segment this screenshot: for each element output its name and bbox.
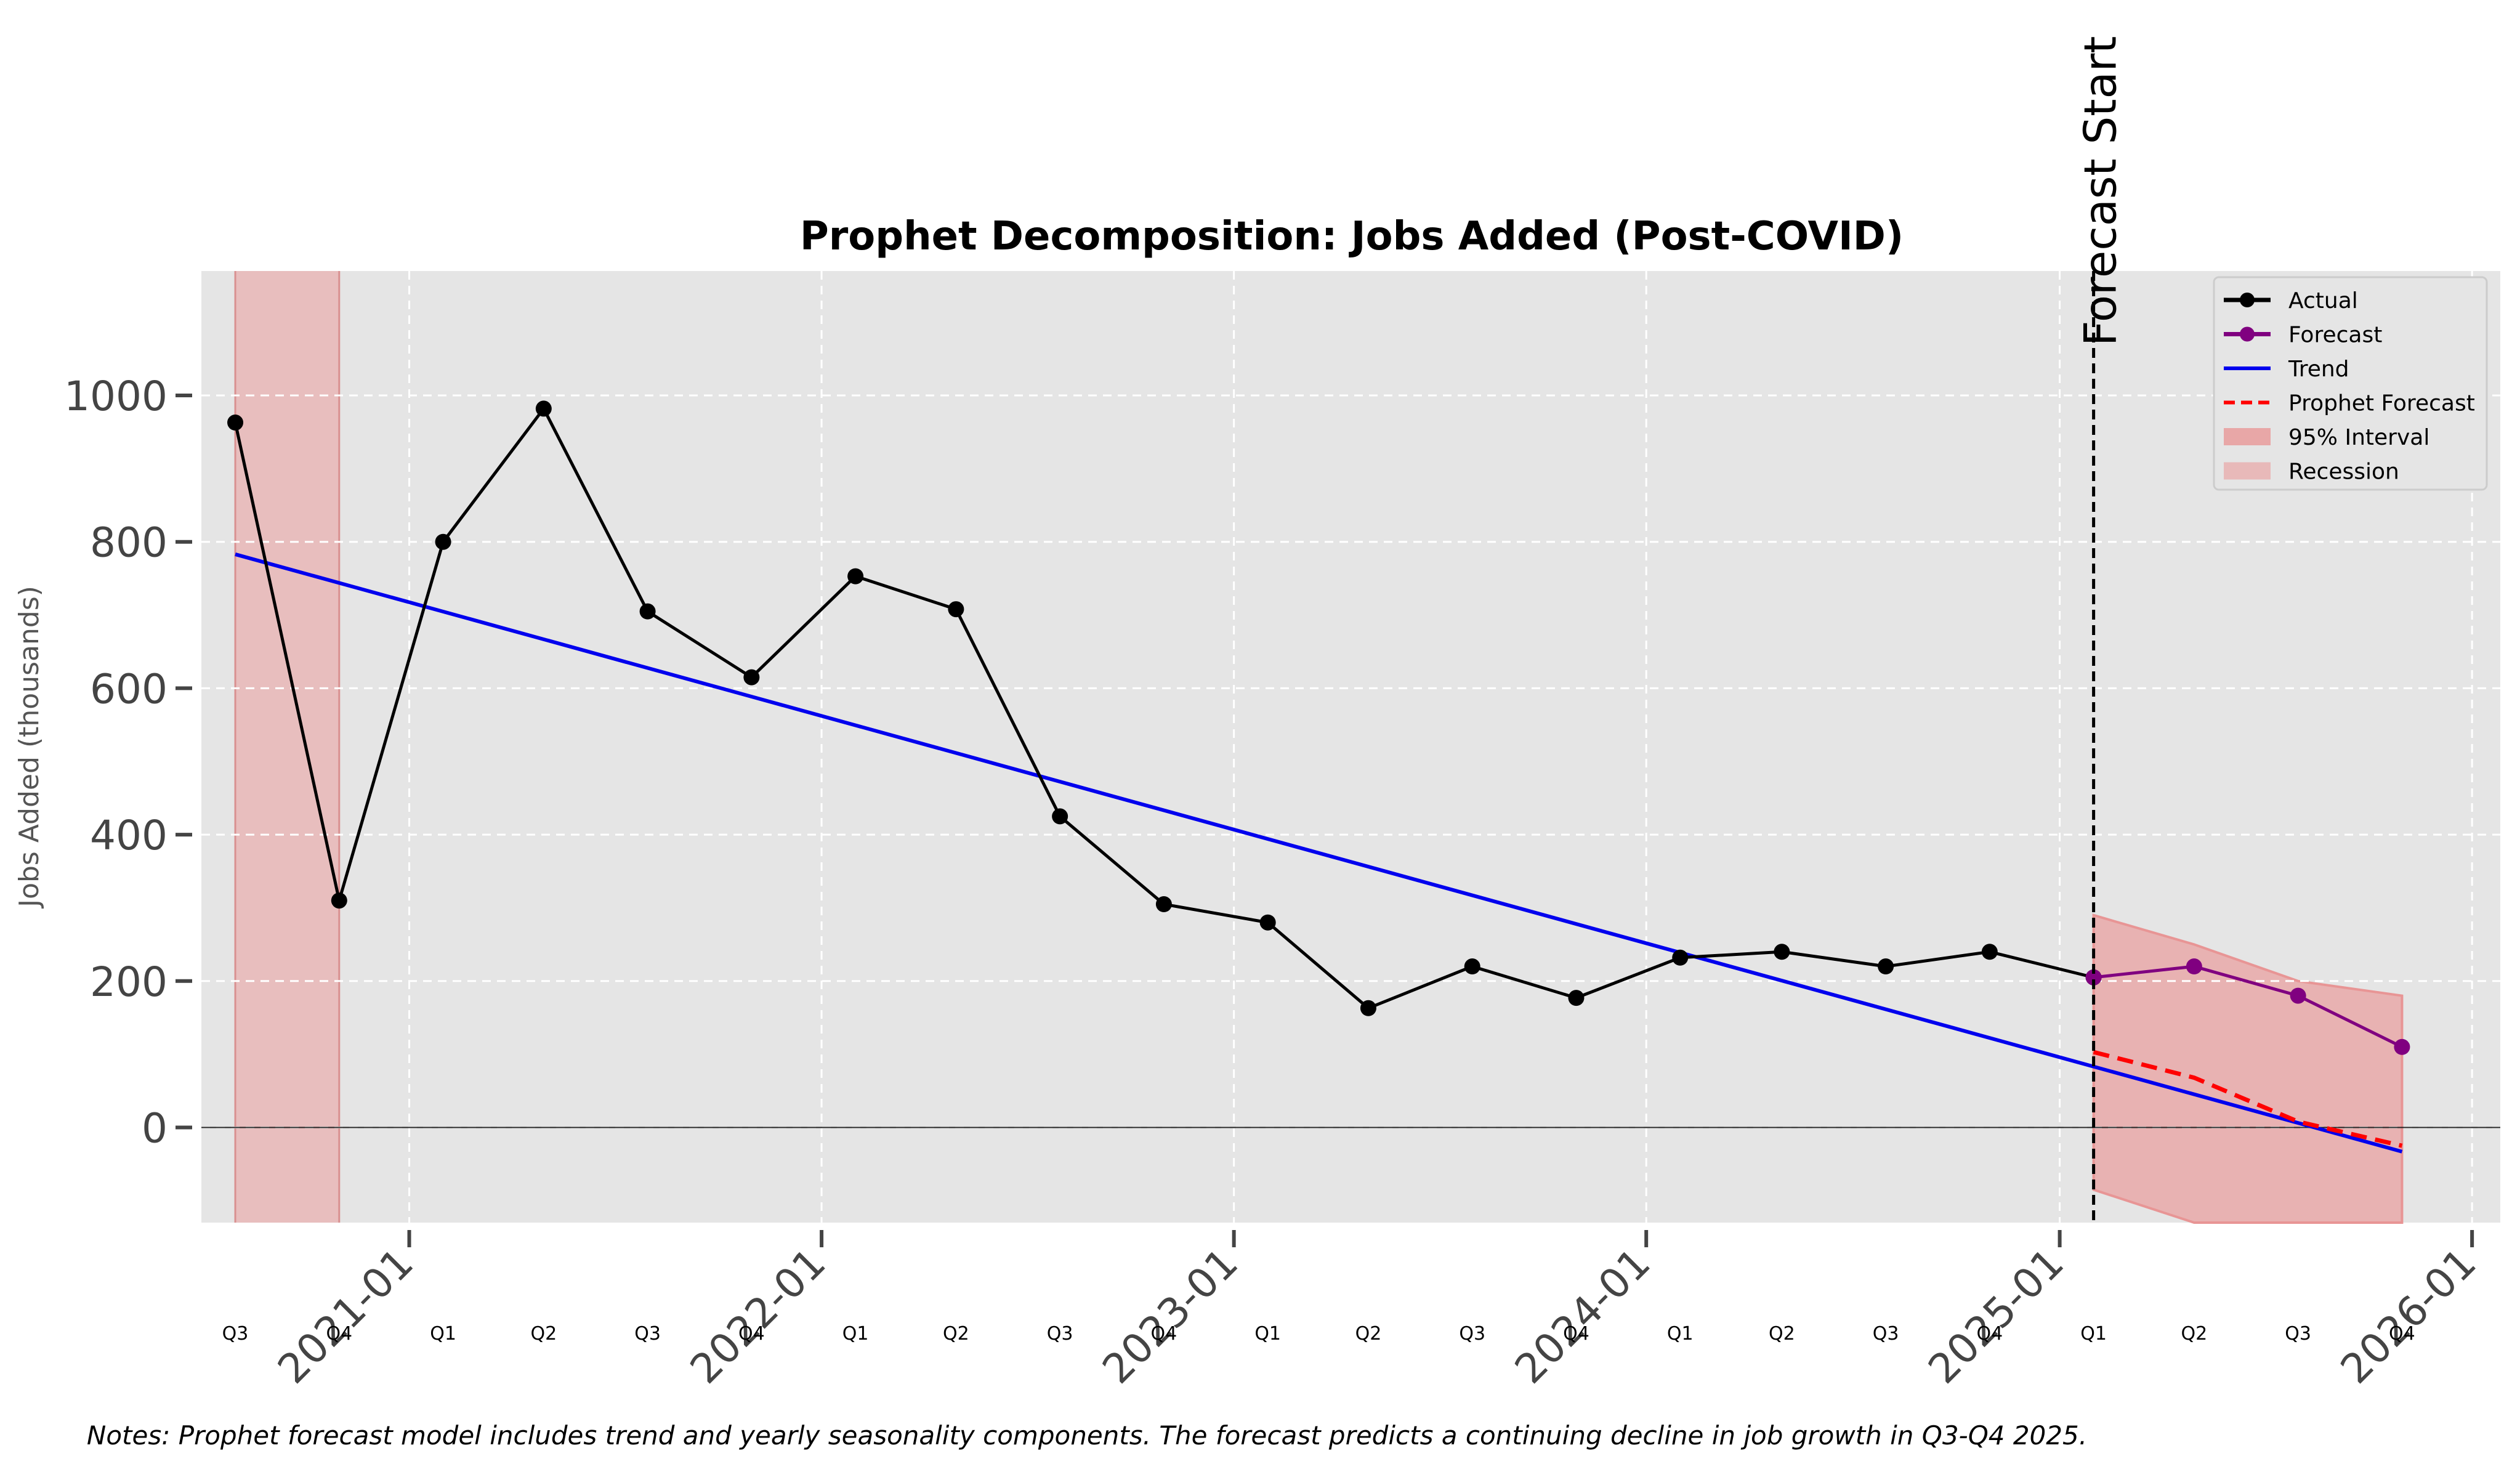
recession-band — [235, 271, 339, 1223]
actual-point — [1360, 1000, 1376, 1016]
y-tick-label: 600 — [90, 665, 168, 713]
legend-label: Recession — [2288, 459, 2399, 485]
y-tick-label: 400 — [90, 812, 168, 859]
legend-marker — [2240, 293, 2255, 307]
y-tick-label: 0 — [142, 1105, 168, 1152]
y-axis-label: Jobs Added (thousands) — [14, 586, 45, 909]
quarter-label: Q3 — [1873, 1323, 1899, 1345]
quarter-label: Q2 — [530, 1323, 557, 1345]
quarter-label: Q2 — [1769, 1323, 1795, 1345]
actual-point — [1878, 958, 1894, 975]
quarter-label: Q4 — [2389, 1323, 2415, 1345]
legend-swatch — [2224, 462, 2271, 480]
quarter-label: Q3 — [634, 1323, 661, 1345]
actual-point — [1981, 944, 1998, 960]
legend-box — [2213, 276, 2488, 491]
quarter-label: Q1 — [430, 1323, 456, 1345]
quarter-label: Q4 — [738, 1323, 765, 1345]
forecast-start-label: Forecast Start — [2075, 36, 2126, 346]
quarter-label: Q4 — [1977, 1323, 2003, 1345]
quarter-label: Q4 — [1151, 1323, 1177, 1345]
quarter-label: Q1 — [842, 1323, 869, 1345]
actual-point — [639, 603, 656, 620]
chart-title: Prophet Decomposition: Jobs Added (Post-… — [800, 214, 1904, 259]
y-tick-label: 800 — [90, 519, 168, 567]
actual-point — [331, 892, 347, 909]
y-tick-label: 200 — [90, 958, 168, 1006]
quarter-label: Q2 — [2181, 1323, 2208, 1345]
quarter-label: Q3 — [222, 1323, 249, 1345]
forecast-point — [2186, 958, 2202, 975]
actual-point — [435, 533, 451, 550]
quarter-label: Q1 — [2080, 1323, 2107, 1345]
quarter-label: Q2 — [1355, 1323, 1382, 1345]
quarter-label: Q4 — [1563, 1323, 1589, 1345]
quarter-label: Q1 — [1254, 1323, 1281, 1345]
legend: Actual Forecast Trend Prophet Forecast 95% I… — [2213, 276, 2488, 491]
forecast-point — [2290, 987, 2306, 1004]
actual-point — [1259, 914, 1276, 931]
legend-label: Forecast — [2288, 323, 2382, 348]
actual-point — [1052, 808, 1068, 825]
actual-point — [1464, 958, 1480, 975]
quarter-label: Q3 — [1047, 1323, 1073, 1345]
legend-swatch — [2224, 428, 2271, 445]
actual-point — [1774, 944, 1790, 960]
legend-label: Prophet Forecast — [2288, 391, 2475, 416]
forecast-line — [2093, 965, 2403, 1049]
forecast-point — [2085, 969, 2102, 985]
y-tick-label: 1000 — [64, 373, 168, 420]
forecast-point — [2394, 1038, 2410, 1055]
actual-point — [535, 400, 552, 417]
actual-point — [1568, 990, 1585, 1006]
actual-point — [227, 415, 244, 431]
quarter-label: Q2 — [943, 1323, 969, 1345]
quarter-label: Q3 — [2285, 1323, 2311, 1345]
quarter-label: Q1 — [1667, 1323, 1694, 1345]
quarter-label: Q4 — [326, 1323, 352, 1345]
actual-point — [948, 601, 964, 618]
prophet-forecast-line — [2093, 1050, 2403, 1148]
legend-label: 95% Interval — [2288, 425, 2429, 450]
quarter-label: Q3 — [1459, 1323, 1485, 1345]
actual-point — [743, 669, 760, 686]
legend-label: Actual — [2288, 288, 2358, 314]
legend-label: Trend — [2288, 357, 2349, 382]
actual-point — [1672, 949, 1689, 966]
interval-band — [2092, 913, 2404, 1224]
trend-line — [235, 552, 2403, 1154]
actual-point — [847, 568, 864, 585]
chart-notes: Notes: Prophet forecast model includes t… — [87, 1420, 2087, 1451]
actual-point — [1155, 896, 1172, 913]
legend-marker — [2240, 326, 2255, 342]
